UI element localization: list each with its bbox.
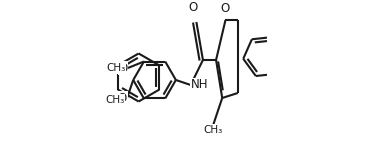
Text: CH₃: CH₃ bbox=[106, 63, 125, 73]
Text: CH₃: CH₃ bbox=[204, 125, 223, 135]
Text: O: O bbox=[189, 1, 198, 14]
Text: O: O bbox=[221, 2, 230, 15]
Text: O: O bbox=[118, 91, 127, 104]
Text: NH: NH bbox=[191, 78, 208, 91]
Text: CH₃: CH₃ bbox=[105, 95, 124, 105]
Text: O: O bbox=[119, 62, 128, 75]
